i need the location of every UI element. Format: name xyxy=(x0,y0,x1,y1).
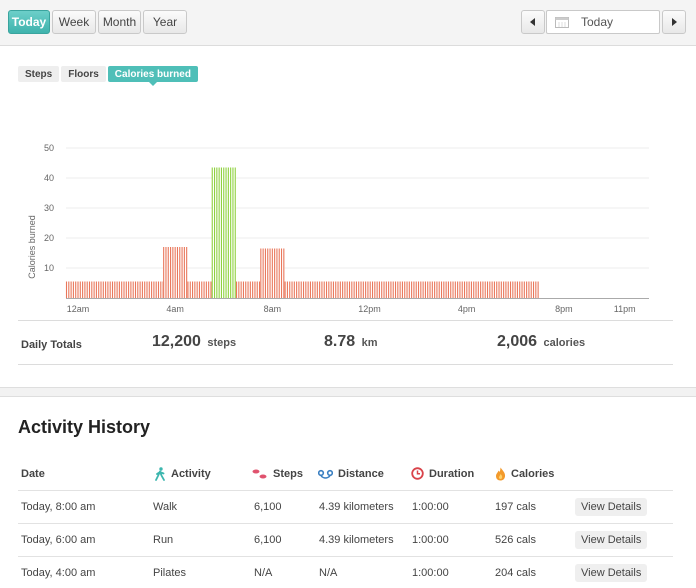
row-steps: 6,100 xyxy=(254,501,282,513)
row-calories: 197 cals xyxy=(495,501,536,513)
x-tick-label: 8am xyxy=(264,304,282,314)
row-distance: 4.39 kilometers xyxy=(319,501,394,513)
activity-history-table: Date Activity Steps xyxy=(18,457,673,588)
bar xyxy=(235,281,261,298)
x-tick-label: 4am xyxy=(166,304,184,314)
row-steps: N/A xyxy=(254,567,273,579)
y-tick-label: 20 xyxy=(44,233,54,243)
date-range-toolbar: Today Week Month Year Today xyxy=(0,0,696,46)
activity-history-title: Activity History xyxy=(18,417,151,437)
route-icon xyxy=(318,469,333,479)
view-details-button[interactable]: View Details xyxy=(575,564,648,582)
metric-tabs: Steps Floors Calories burned xyxy=(18,66,198,86)
row-activity: Run xyxy=(153,534,174,546)
daily-totals-label: Daily Totals xyxy=(21,339,82,351)
x-tick-label: 12am xyxy=(67,304,90,314)
activity-history-panel: Activity History Date Activity Steps xyxy=(0,396,696,588)
y-axis-label: Calories burned xyxy=(27,215,37,279)
row-duration: 1:00:00 xyxy=(412,534,449,546)
calories-chart: 10 20 30 40 50 Calories burned 12am 4am 8am 12pm 4… xyxy=(27,143,649,314)
bar xyxy=(187,281,212,298)
bar xyxy=(284,281,540,298)
range-today-button[interactable]: Today xyxy=(8,10,50,34)
triangle-left-icon xyxy=(530,18,535,26)
row-activity: Walk xyxy=(153,501,178,513)
row-duration: 1:00:00 xyxy=(412,567,449,579)
tab-floors[interactable]: Floors xyxy=(61,66,106,82)
previous-date-button[interactable] xyxy=(521,10,545,34)
y-tick-label: 40 xyxy=(44,173,54,183)
row-distance: 4.39 kilometers xyxy=(319,534,394,546)
table-row: Today, 6:00 am Run 6,100 4.39 kilometers… xyxy=(18,524,673,557)
flame-icon xyxy=(496,467,506,480)
range-year-button[interactable]: Year xyxy=(143,10,187,34)
x-tick-label: 8pm xyxy=(555,304,573,314)
row-date: Today, 4:00 am xyxy=(21,567,96,579)
triangle-right-icon xyxy=(672,18,677,26)
view-details-button[interactable]: View Details xyxy=(575,531,648,549)
col-calories-header: Calories xyxy=(495,457,554,490)
row-date: Today, 8:00 am xyxy=(21,501,96,513)
row-date: Today, 6:00 am xyxy=(21,534,96,546)
next-date-button[interactable] xyxy=(662,10,686,34)
bar xyxy=(211,167,237,298)
bar xyxy=(65,281,164,298)
col-duration-header: Duration xyxy=(411,457,474,490)
range-month-button[interactable]: Month xyxy=(98,10,141,34)
col-steps-header: Steps xyxy=(252,457,303,490)
row-activity: Pilates xyxy=(153,567,187,579)
total-distance: 8.78 km xyxy=(324,333,378,350)
table-header-row: Date Activity Steps xyxy=(18,457,673,491)
chart-panel: Steps Floors Calories burned 10 20 30 40 50 C… xyxy=(0,46,696,388)
col-distance-header: Distance xyxy=(318,457,384,490)
tab-calories-burned[interactable]: Calories burned xyxy=(107,66,198,86)
col-date-header: Date xyxy=(21,467,45,480)
col-activity-header: Activity xyxy=(154,457,211,490)
table-row: Today, 4:00 am Pilates N/A N/A 1:00:00 2… xyxy=(18,557,673,588)
view-details-button[interactable]: View Details xyxy=(575,498,648,516)
footprints-icon xyxy=(252,469,267,478)
row-calories: 526 cals xyxy=(495,534,536,546)
date-picker-field[interactable]: Today xyxy=(546,10,660,34)
x-tick-label: 11pm xyxy=(614,304,636,314)
row-calories: 204 cals xyxy=(495,567,536,579)
total-calories: 2,006 calories xyxy=(497,333,586,350)
row-distance: N/A xyxy=(319,567,338,579)
calendar-icon xyxy=(555,17,569,28)
bar xyxy=(163,247,188,298)
table-row: Today, 8:00 am Walk 6,100 4.39 kilometer… xyxy=(18,491,673,524)
clock-icon xyxy=(411,467,424,480)
x-tick-label: 12pm xyxy=(358,304,381,314)
row-steps: 6,100 xyxy=(254,534,282,546)
bar xyxy=(260,248,285,298)
walking-person-icon xyxy=(155,466,165,481)
tab-steps[interactable]: Steps xyxy=(18,66,60,82)
y-tick-label: 50 xyxy=(44,143,54,153)
daily-totals: Daily Totals 12,200 steps 8.78 km 2,006 … xyxy=(18,320,673,365)
row-duration: 1:00:00 xyxy=(412,501,449,513)
date-picker-value: Today xyxy=(581,15,614,29)
y-tick-label: 30 xyxy=(44,203,54,213)
y-tick-label: 10 xyxy=(44,263,54,273)
x-tick-label: 4pm xyxy=(458,304,476,314)
range-week-button[interactable]: Week xyxy=(52,10,96,34)
total-steps: 12,200 steps xyxy=(152,333,237,350)
